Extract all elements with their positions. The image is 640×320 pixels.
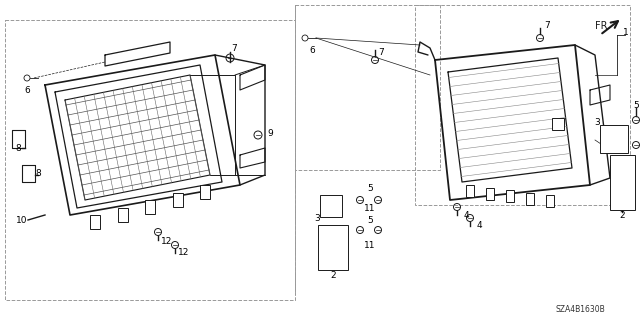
Text: 8: 8 xyxy=(15,143,21,153)
Text: 11: 11 xyxy=(364,241,376,250)
Bar xyxy=(466,185,474,197)
Bar xyxy=(486,188,494,199)
Text: 6: 6 xyxy=(24,85,30,94)
Text: 9: 9 xyxy=(267,129,273,138)
Bar xyxy=(90,215,100,229)
Text: FR.: FR. xyxy=(595,21,610,31)
Text: 5: 5 xyxy=(367,183,373,193)
Text: SZA4B1630B: SZA4B1630B xyxy=(555,306,605,315)
Text: 3: 3 xyxy=(594,117,600,126)
Text: 4: 4 xyxy=(476,220,482,229)
Bar xyxy=(600,125,628,153)
Text: 12: 12 xyxy=(179,247,189,257)
Bar xyxy=(610,155,635,210)
Text: 2: 2 xyxy=(619,211,625,220)
Bar xyxy=(173,193,182,206)
Text: 7: 7 xyxy=(544,20,550,29)
Bar xyxy=(320,195,342,217)
Text: 3: 3 xyxy=(314,213,320,222)
Bar xyxy=(200,185,210,199)
Text: 5: 5 xyxy=(633,100,639,109)
Bar xyxy=(415,5,630,205)
Text: 1: 1 xyxy=(623,28,629,36)
Bar xyxy=(318,225,348,270)
Text: 2: 2 xyxy=(330,270,336,279)
Bar xyxy=(145,200,155,214)
Text: 11: 11 xyxy=(364,204,376,212)
Bar xyxy=(506,190,514,202)
Text: 10: 10 xyxy=(16,215,28,225)
Text: 5: 5 xyxy=(367,215,373,225)
Text: 4: 4 xyxy=(463,211,469,220)
Text: 8: 8 xyxy=(35,169,41,178)
Bar xyxy=(552,118,564,130)
Bar xyxy=(546,195,554,207)
Bar xyxy=(118,207,127,221)
Text: 7: 7 xyxy=(378,47,384,57)
Text: 12: 12 xyxy=(161,236,173,245)
Text: 6: 6 xyxy=(309,45,315,54)
Bar xyxy=(295,5,440,170)
Bar xyxy=(5,20,295,300)
Bar xyxy=(526,193,534,204)
Text: 7: 7 xyxy=(231,44,237,52)
